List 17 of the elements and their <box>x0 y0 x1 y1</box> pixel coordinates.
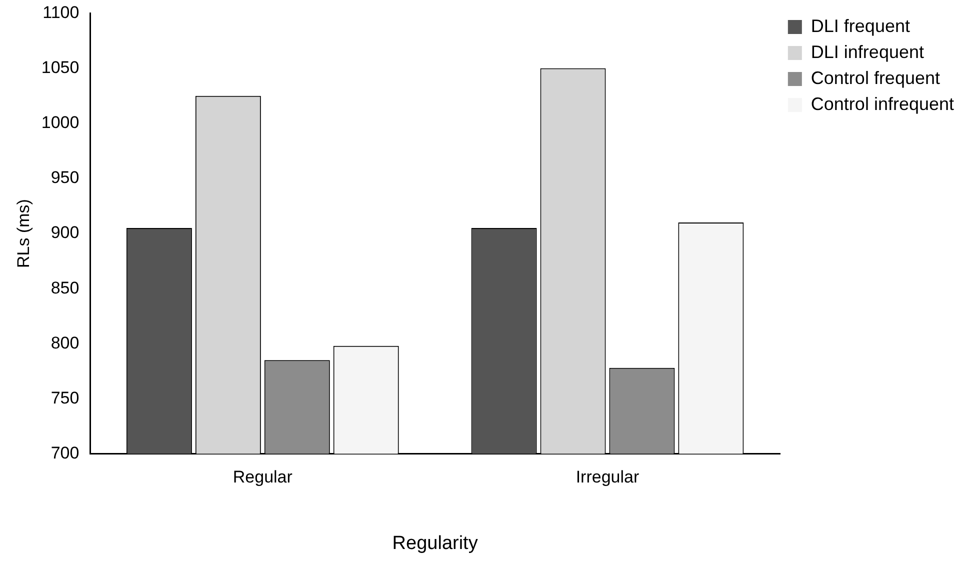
y-axis-title: RLs (ms) <box>14 199 33 268</box>
legend-label: DLI frequent <box>810 16 910 36</box>
x-tick-label: Regular <box>232 468 293 487</box>
y-tick-label: 950 <box>50 168 80 188</box>
y-tick-label: 850 <box>50 278 80 298</box>
y-tick-label: 900 <box>50 223 80 242</box>
y-tick-label: 800 <box>50 333 80 352</box>
y-tick-label: 1100 <box>42 2 80 22</box>
x-axis-title: Regularity <box>392 532 478 554</box>
legend-label: Control frequent <box>810 68 940 88</box>
legend-label: Control infrequent <box>810 94 954 114</box>
x-tick-label: Irregular <box>576 468 640 487</box>
y-tick-label: 750 <box>50 388 80 408</box>
legend-label: DLI infrequent <box>810 42 924 62</box>
y-tick-label: 1000 <box>41 113 80 132</box>
y-tick-label: 1050 <box>41 58 80 77</box>
y-tick-label: 700 <box>50 443 80 462</box>
